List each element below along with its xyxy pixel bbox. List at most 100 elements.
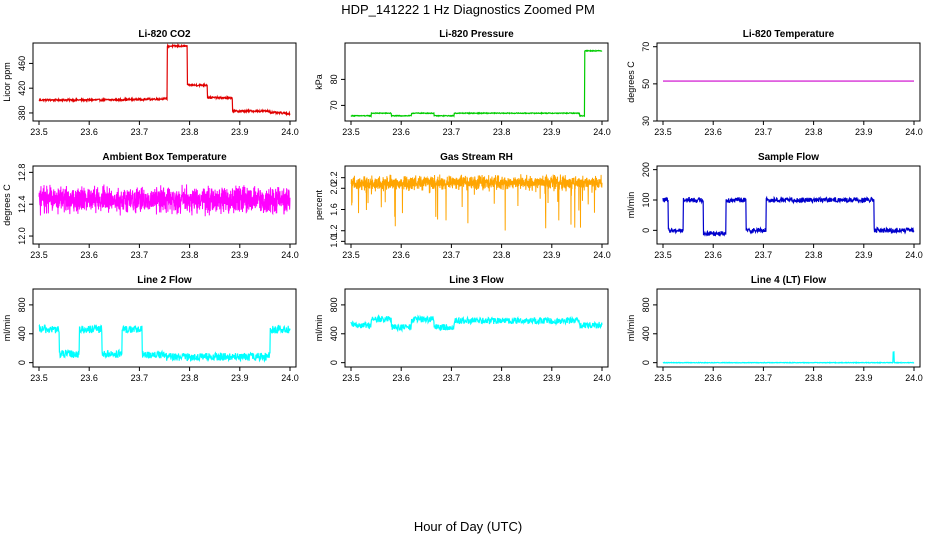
y-tick-label: 800 bbox=[329, 297, 339, 312]
y-tick-label: 420 bbox=[17, 81, 27, 96]
plot-frame bbox=[32, 288, 297, 368]
x-tick-label: 24.0 bbox=[593, 250, 611, 260]
x-tick-label: 23.9 bbox=[231, 127, 249, 137]
plot-frame bbox=[656, 165, 921, 245]
y-axis-label: ml/min bbox=[2, 315, 12, 342]
panel-title: Sample Flow bbox=[758, 152, 819, 163]
x-tick-label: 24.0 bbox=[593, 373, 611, 383]
x-tick-label: 23.5 bbox=[654, 250, 672, 260]
y-tick-label: 12.0 bbox=[17, 227, 27, 245]
y-axis-label: Licor ppm bbox=[2, 62, 12, 102]
panel-li-820-pressure: Li-820 Pressure 23.5 23.6 23.7 23.8 23.9 24.0 7… bbox=[314, 29, 611, 137]
x-tick-label: 23.6 bbox=[704, 127, 722, 137]
plot-frame bbox=[32, 42, 297, 122]
x-tick-label: 23.8 bbox=[493, 250, 511, 260]
x-tick-label: 24.0 bbox=[905, 373, 923, 383]
panel-title: Line 3 Flow bbox=[449, 275, 504, 286]
x-tick-label: 23.6 bbox=[80, 373, 98, 383]
x-tick-label: 23.7 bbox=[131, 127, 149, 137]
panel-title: Li-820 Temperature bbox=[743, 29, 835, 40]
y-tick-label: 2.2 bbox=[329, 171, 339, 184]
panel-line-2-flow: Line 2 Flow 23.5 23.6 23.7 23.8 23.9 24.0 0 400 8… bbox=[2, 275, 299, 383]
x-tick-label: 24.0 bbox=[905, 250, 923, 260]
y-tick-label: 400 bbox=[641, 326, 651, 341]
panel-title: Li-820 CO2 bbox=[138, 29, 191, 40]
y-axis-label: ml/min bbox=[314, 315, 324, 342]
y-axis-label: degrees C bbox=[2, 184, 12, 226]
y-axis-label: ml/min bbox=[626, 192, 636, 219]
plot-frame bbox=[344, 165, 609, 245]
y-tick-label: 460 bbox=[17, 56, 27, 71]
x-tick-label: 23.9 bbox=[231, 373, 249, 383]
y-tick-label: 380 bbox=[17, 105, 27, 120]
y-tick-label: 100 bbox=[641, 192, 651, 207]
x-tick-label: 23.7 bbox=[443, 373, 461, 383]
y-tick-label: 1.2 bbox=[329, 224, 339, 237]
series-line bbox=[350, 314, 603, 333]
x-tick-label: 23.5 bbox=[30, 373, 48, 383]
x-tick-label: 23.8 bbox=[493, 373, 511, 383]
panel-line-4-lt-flow: Line 4 (LT) Flow 23.5 23.6 23.7 23.8 23.9 24.0… bbox=[626, 275, 923, 383]
y-tick-label: 0 bbox=[641, 228, 651, 233]
x-tick-label: 23.7 bbox=[755, 127, 773, 137]
y-tick-label: 80 bbox=[329, 74, 339, 84]
figure-xlabel: Hour of Day (UTC) bbox=[414, 519, 522, 534]
plot-frame bbox=[656, 288, 921, 368]
x-tick-label: 23.8 bbox=[805, 250, 823, 260]
x-tick-label: 23.9 bbox=[855, 250, 873, 260]
x-tick-label: 23.6 bbox=[392, 250, 410, 260]
x-tick-label: 23.6 bbox=[80, 127, 98, 137]
x-tick-label: 23.9 bbox=[543, 127, 561, 137]
x-tick-label: 24.0 bbox=[905, 127, 923, 137]
panel-title: Li-820 Pressure bbox=[439, 29, 514, 40]
x-tick-label: 24.0 bbox=[593, 127, 611, 137]
y-tick-label: 800 bbox=[17, 297, 27, 312]
y-axis-label: ml/min bbox=[626, 315, 636, 342]
y-tick-label: 0 bbox=[17, 360, 27, 365]
series-line bbox=[38, 43, 291, 117]
y-axis-label: percent bbox=[314, 189, 324, 220]
x-tick-label: 23.8 bbox=[181, 373, 199, 383]
y-tick-label: 1.0 bbox=[329, 235, 339, 248]
y-tick-label: 30 bbox=[641, 116, 651, 126]
panel-ambient-box-temperature: Ambient Box Temperature 23.5 23.6 23.7 23.8 2… bbox=[2, 152, 299, 260]
x-tick-label: 23.7 bbox=[755, 373, 773, 383]
series-line bbox=[38, 184, 291, 217]
y-tick-label: 400 bbox=[17, 326, 27, 341]
panel-title: Gas Stream RH bbox=[440, 152, 513, 163]
panel-line-3-flow: Line 3 Flow 23.5 23.6 23.7 23.8 23.9 24.0 0 400 8… bbox=[314, 275, 611, 383]
y-tick-label: 1.6 bbox=[329, 203, 339, 216]
x-tick-label: 23.8 bbox=[181, 127, 199, 137]
x-tick-label: 24.0 bbox=[281, 127, 299, 137]
x-tick-label: 23.5 bbox=[342, 373, 360, 383]
x-tick-label: 23.5 bbox=[342, 127, 360, 137]
x-tick-label: 23.7 bbox=[755, 250, 773, 260]
x-tick-label: 23.5 bbox=[654, 127, 672, 137]
panel-title: Line 2 Flow bbox=[137, 275, 192, 286]
series-line bbox=[350, 174, 603, 231]
x-tick-label: 23.7 bbox=[131, 250, 149, 260]
x-tick-label: 23.5 bbox=[342, 250, 360, 260]
x-tick-label: 23.8 bbox=[805, 127, 823, 137]
series-line bbox=[662, 351, 915, 365]
figure-title: HDP_141222 1 Hz Diagnostics Zoomed PM bbox=[341, 2, 595, 17]
panel-li-820-temperature: Li-820 Temperature 23.5 23.6 23.7 23.8 23.9 24… bbox=[626, 29, 923, 137]
plot-frame bbox=[656, 42, 921, 122]
y-tick-label: 0 bbox=[329, 360, 339, 365]
x-tick-label: 23.9 bbox=[855, 127, 873, 137]
y-tick-label: 70 bbox=[641, 42, 651, 52]
x-tick-label: 23.6 bbox=[392, 127, 410, 137]
x-tick-label: 23.6 bbox=[704, 373, 722, 383]
x-tick-label: 23.8 bbox=[805, 373, 823, 383]
panel-title: Ambient Box Temperature bbox=[102, 152, 227, 163]
panel-li-820-co2: Li-820 CO2 23.5 23.6 23.7 23.8 23.9 24.0 380 420… bbox=[2, 29, 299, 137]
plot-frame bbox=[344, 288, 609, 368]
x-tick-label: 23.6 bbox=[392, 373, 410, 383]
x-tick-label: 23.9 bbox=[231, 250, 249, 260]
plot-frame bbox=[32, 165, 297, 245]
x-tick-label: 23.9 bbox=[543, 373, 561, 383]
y-tick-label: 70 bbox=[329, 100, 339, 110]
x-tick-label: 24.0 bbox=[281, 250, 299, 260]
series-line bbox=[38, 323, 291, 363]
